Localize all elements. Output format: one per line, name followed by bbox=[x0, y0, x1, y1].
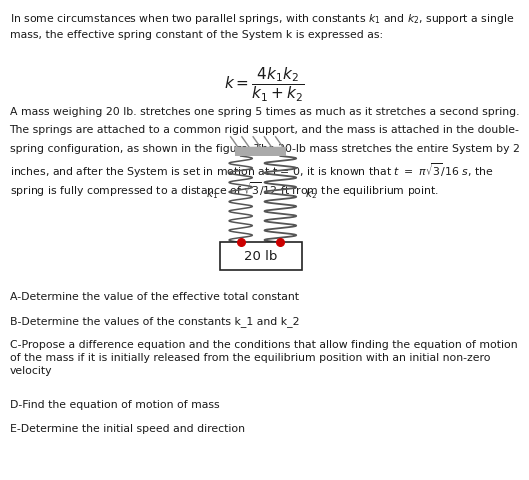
Text: D-Find the equation of motion of mass: D-Find the equation of motion of mass bbox=[10, 400, 219, 410]
Text: E-Determine the initial speed and direction: E-Determine the initial speed and direct… bbox=[10, 424, 244, 434]
Text: $k_2$: $k_2$ bbox=[305, 188, 317, 201]
Text: C-Propose a difference equation and the conditions that allow finding the equati: C-Propose a difference equation and the … bbox=[10, 340, 517, 376]
Text: $k_1$: $k_1$ bbox=[206, 188, 217, 201]
FancyBboxPatch shape bbox=[220, 242, 302, 270]
Text: In some circumstances when two parallel springs, with constants $k_1$ and $k_2$,: In some circumstances when two parallel … bbox=[10, 12, 514, 26]
Text: spring is fully compressed to a distance of $\sqrt{3}/12$ ft from the equilibriu: spring is fully compressed to a distance… bbox=[10, 180, 439, 199]
Text: $k = \dfrac{4k_1k_2}{k_1 + k_2}$: $k = \dfrac{4k_1k_2}{k_1 + k_2}$ bbox=[224, 66, 305, 105]
FancyBboxPatch shape bbox=[235, 147, 286, 156]
Text: mass, the effective spring constant of the System k is expressed as:: mass, the effective spring constant of t… bbox=[10, 30, 382, 40]
Text: The springs are attached to a common rigid support, and the mass is attached in : The springs are attached to a common rig… bbox=[10, 125, 519, 135]
Text: spring configuration, as shown in the figure. The 20-lb mass stretches the entir: spring configuration, as shown in the fi… bbox=[10, 144, 519, 154]
Text: A mass weighing 20 lb. stretches one spring 5 times as much as it stretches a se: A mass weighing 20 lb. stretches one spr… bbox=[10, 107, 519, 117]
Text: inches, and after the System is set in motion at t = 0, it is known that $t \ =\: inches, and after the System is set in m… bbox=[10, 162, 493, 180]
Text: 20 lb: 20 lb bbox=[244, 250, 277, 263]
Text: A-Determine the value of the effective total constant: A-Determine the value of the effective t… bbox=[10, 292, 298, 302]
Text: B-Determine the values of the constants k_1 and k_2: B-Determine the values of the constants … bbox=[10, 316, 299, 327]
